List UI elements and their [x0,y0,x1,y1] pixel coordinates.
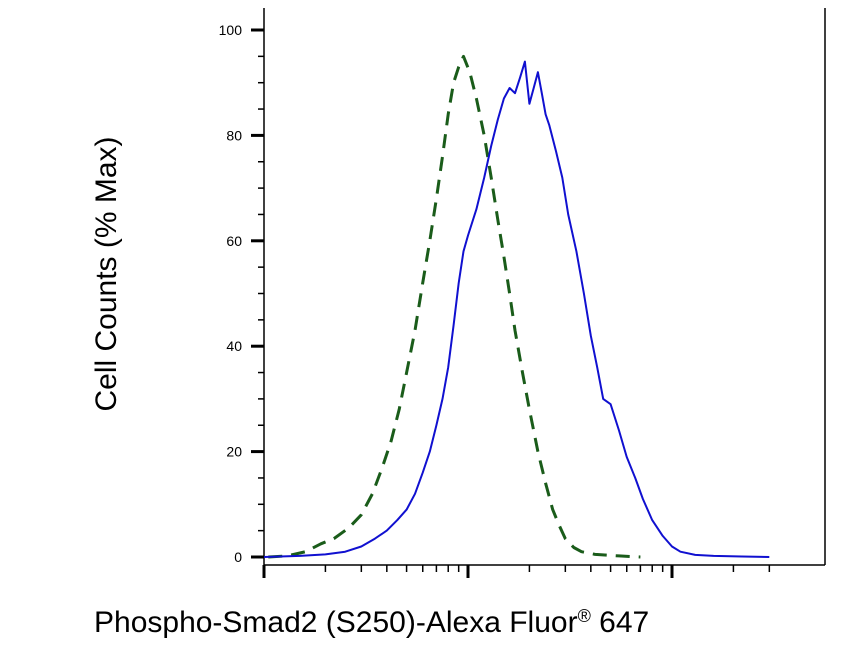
y-tick-label: 40 [226,338,242,354]
y-tick-label: 80 [226,127,242,143]
plot-frame [263,8,826,566]
y-axis-ticks: 0 20 40 60 80 100 [219,22,264,565]
x-axis-title-main: Phospho-Smad2 (S250)-Alexa Fluor [94,606,578,639]
control-histogram-line [268,54,641,559]
y-tick-label: 60 [226,233,242,249]
x-axis-title-suffix: 647 [591,606,649,639]
sample-histogram-line [263,60,770,558]
x-axis-title: Phospho-Smad2 (S250)-Alexa Fluor® 647 [94,606,649,639]
series-layer [263,54,770,559]
y-tick-label: 20 [226,444,242,460]
y-axis-title: Cell Counts (% Max) [90,136,123,411]
y-tick-label: 100 [219,22,243,38]
y-tick-label: 0 [234,549,242,565]
x-axis-ticks [262,565,771,578]
x-axis-title-superscript: ® [578,606,591,626]
